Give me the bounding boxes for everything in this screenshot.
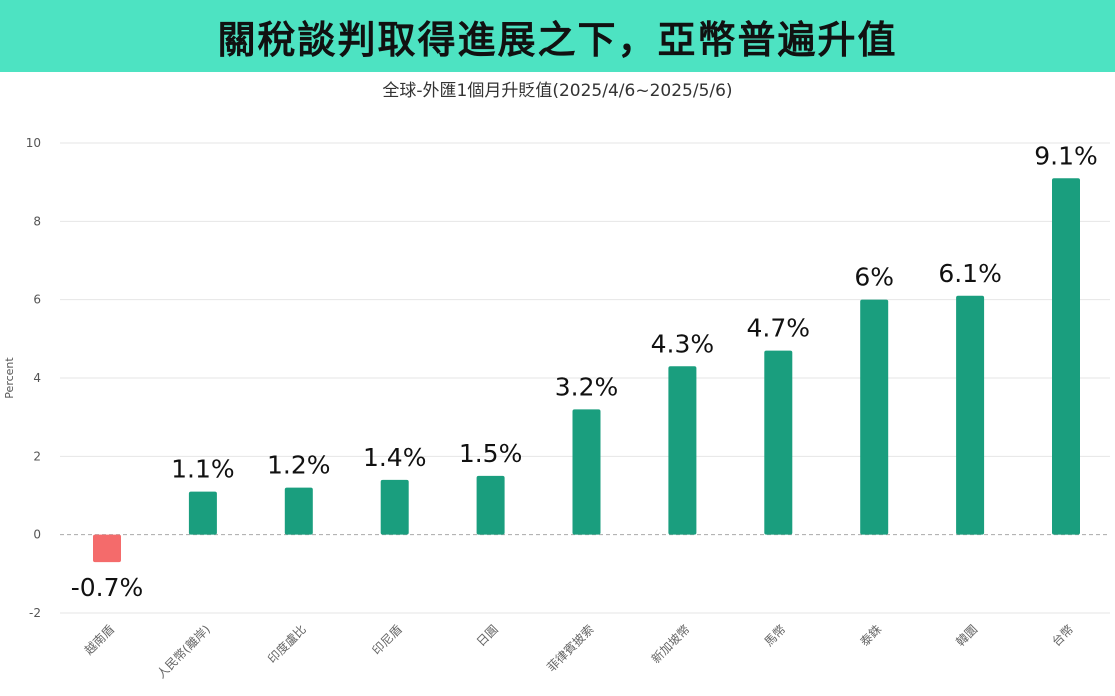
bar bbox=[188, 491, 217, 535]
data-label: 1.2% bbox=[267, 451, 331, 480]
y-tick-label: 4 bbox=[33, 371, 41, 385]
y-tick-label: 6 bbox=[33, 293, 41, 307]
bar bbox=[764, 350, 793, 535]
data-label: 4.3% bbox=[651, 329, 715, 358]
data-label: 1.1% bbox=[171, 455, 235, 484]
data-label: 1.4% bbox=[363, 443, 427, 472]
data-labels: -0.7% 1.1% 1.2% 1.4% 1.5% 3.2% 4.3% 4.7% 6% 6.1% 9… bbox=[71, 141, 1098, 602]
bar bbox=[380, 479, 409, 535]
data-label: -0.7% bbox=[71, 573, 144, 602]
bar bbox=[476, 475, 505, 535]
x-category-label: 菲律賓披索 bbox=[544, 622, 597, 675]
x-category-label: 印尼盾 bbox=[369, 622, 404, 657]
bar bbox=[93, 534, 121, 563]
bar bbox=[668, 366, 697, 535]
y-tick-label: 10 bbox=[26, 136, 41, 150]
chart-title: 全球-外匯1個月升貶值(2025/4/6~2025/5/6) bbox=[382, 81, 733, 101]
y-axis-ticks: 10 8 6 4 2 0 -2 bbox=[26, 136, 41, 620]
y-tick-label: -2 bbox=[29, 606, 41, 620]
x-category-label: 印度盧比 bbox=[264, 622, 309, 667]
chart-banner-title: 關稅談判取得進展之下，亞幣普遍升值 bbox=[0, 0, 1115, 72]
x-category-label: 越南盾 bbox=[81, 622, 117, 658]
x-category-label: 馬幣 bbox=[762, 622, 789, 649]
bar bbox=[1052, 178, 1080, 535]
bar bbox=[860, 299, 889, 535]
y-tick-label: 0 bbox=[33, 528, 41, 542]
data-label: 6.1% bbox=[938, 259, 1002, 288]
x-category-label: 日圓 bbox=[474, 622, 501, 649]
data-label: 1.5% bbox=[459, 439, 523, 468]
bar bbox=[572, 409, 601, 535]
data-label: 4.7% bbox=[747, 314, 811, 343]
x-category-label: 韓圜 bbox=[953, 622, 980, 649]
y-tick-label: 8 bbox=[33, 214, 41, 228]
data-label: 6% bbox=[854, 263, 894, 292]
bars bbox=[93, 178, 1080, 563]
y-axis-title: Percent bbox=[3, 357, 16, 399]
y-tick-label: 2 bbox=[33, 449, 41, 463]
x-axis-categories: 越南盾 人民幣(離岸) 印度盧比 印尼盾 日圓 菲律賓披索 新加坡幣 馬幣 泰銖 韓圜 台幣 bbox=[81, 622, 1076, 682]
x-category-label: 台幣 bbox=[1049, 622, 1077, 650]
bar bbox=[956, 295, 985, 535]
data-label: 3.2% bbox=[555, 372, 619, 401]
x-category-label: 泰銖 bbox=[857, 622, 885, 650]
x-category-label: 新加坡幣 bbox=[648, 622, 693, 667]
data-label: 9.1% bbox=[1034, 141, 1098, 170]
x-category-label: 人民幣(離岸) bbox=[154, 622, 213, 681]
bar bbox=[284, 487, 313, 535]
